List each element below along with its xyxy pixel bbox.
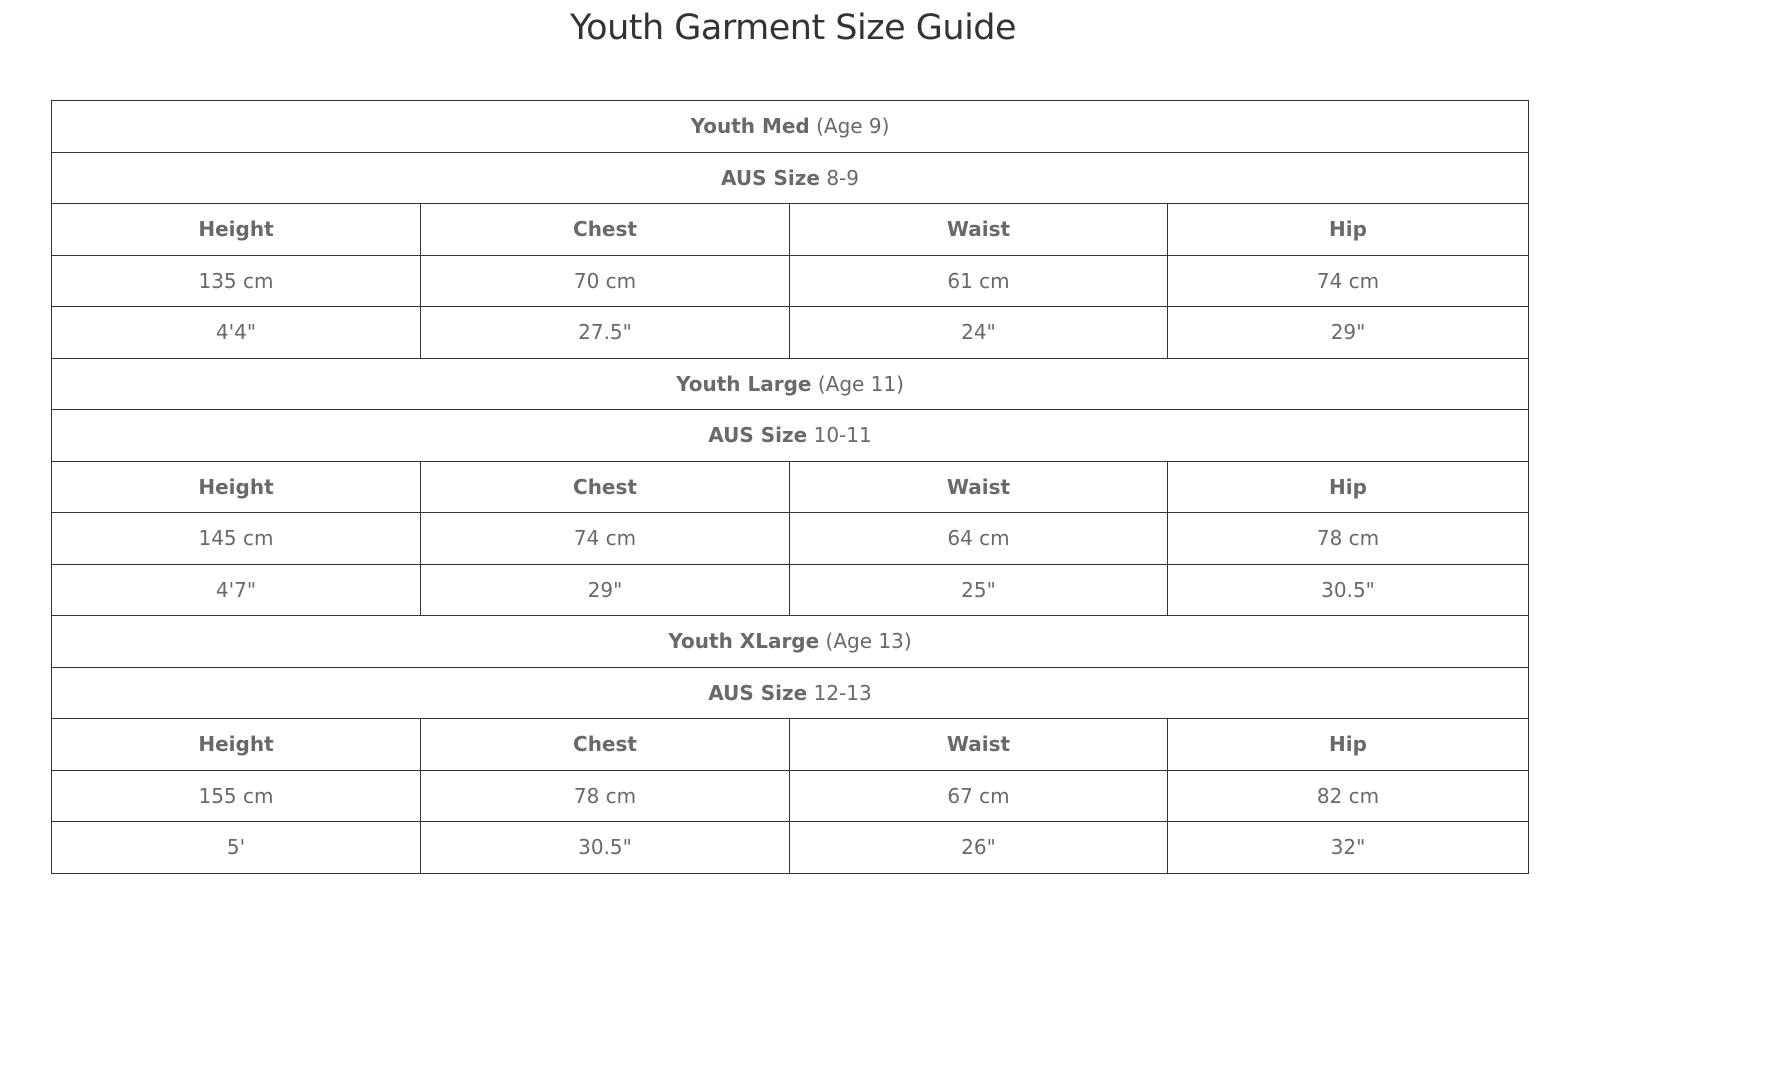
metric-cell: 155 cm bbox=[51, 769, 421, 822]
column-header: Height bbox=[51, 460, 421, 513]
metric-cell: 78 cm bbox=[1166, 512, 1530, 565]
column-header: Hip bbox=[1166, 460, 1530, 513]
metric-row: 145 cm 74 cm 64 cm 78 cm bbox=[51, 512, 1530, 565]
metric-cell: 67 cm bbox=[789, 769, 1168, 822]
imperial-cell: 4'4" bbox=[51, 306, 421, 359]
metric-cell: 64 cm bbox=[789, 512, 1168, 565]
aus-size-value: 10-11 bbox=[813, 423, 872, 448]
aus-size-row: AUS Size 10-11 bbox=[50, 409, 1530, 462]
imperial-cell: 27.5" bbox=[420, 306, 790, 359]
aus-size-label: AUS Size bbox=[721, 165, 820, 190]
imperial-cell: 24" bbox=[789, 306, 1168, 359]
column-header: Waist bbox=[789, 460, 1168, 513]
header-row: Height Chest Waist Hip bbox=[51, 460, 1530, 513]
imperial-cell: 29" bbox=[420, 563, 790, 616]
size-name-cell: Youth Med (Age 9) bbox=[50, 100, 1530, 153]
size-guide-table: Youth Med (Age 9) AUS Size 8-9 Height Che… bbox=[50, 100, 1530, 874]
page-title: Youth Garment Size Guide bbox=[569, 8, 1017, 48]
column-header: Hip bbox=[1166, 718, 1530, 771]
aus-size-label: AUS Size bbox=[708, 680, 808, 705]
aus-size-value: 12-13 bbox=[813, 680, 872, 705]
metric-cell: 74 cm bbox=[420, 512, 790, 565]
size-name: Youth Med bbox=[690, 114, 810, 139]
aus-size-cell: AUS Size 12-13 bbox=[50, 666, 1530, 719]
aus-size-row: AUS Size 12-13 bbox=[50, 666, 1530, 719]
column-header: Height bbox=[51, 718, 421, 771]
imperial-cell: 5' bbox=[51, 821, 421, 874]
column-header: Waist bbox=[789, 203, 1168, 256]
imperial-row: 5' 30.5" 26" 32" bbox=[51, 821, 1530, 874]
imperial-row: 4'4" 27.5" 24" 29" bbox=[51, 306, 1530, 359]
size-age: (Age 13) bbox=[825, 629, 912, 654]
metric-row: 135 cm 70 cm 61 cm 74 cm bbox=[51, 254, 1530, 307]
aus-size-label: AUS Size bbox=[708, 423, 808, 448]
metric-cell: 82 cm bbox=[1166, 769, 1530, 822]
column-header: Chest bbox=[420, 203, 790, 256]
size-name: Youth Large bbox=[676, 371, 812, 396]
metric-cell: 61 cm bbox=[789, 254, 1168, 307]
metric-cell: 135 cm bbox=[51, 254, 421, 307]
aus-size-value: 8-9 bbox=[826, 165, 859, 190]
column-header: Hip bbox=[1166, 203, 1530, 256]
imperial-cell: 32" bbox=[1166, 821, 1530, 874]
column-header: Height bbox=[51, 203, 421, 256]
metric-cell: 70 cm bbox=[420, 254, 790, 307]
size-age: (Age 9) bbox=[816, 114, 890, 139]
imperial-cell: 30.5" bbox=[1166, 563, 1530, 616]
metric-row: 155 cm 78 cm 67 cm 82 cm bbox=[51, 769, 1530, 822]
aus-size-cell: AUS Size 10-11 bbox=[50, 409, 1530, 462]
size-name: Youth XLarge bbox=[668, 629, 820, 654]
imperial-cell: 30.5" bbox=[420, 821, 790, 874]
column-header: Chest bbox=[420, 460, 790, 513]
size-age: (Age 11) bbox=[817, 371, 904, 396]
aus-size-row: AUS Size 8-9 bbox=[50, 151, 1530, 204]
size-name-row: Youth Med (Age 9) bbox=[50, 100, 1530, 153]
metric-cell: 145 cm bbox=[51, 512, 421, 565]
size-name-cell: Youth XLarge (Age 13) bbox=[50, 615, 1530, 668]
header-row: Height Chest Waist Hip bbox=[51, 203, 1530, 256]
metric-cell: 78 cm bbox=[420, 769, 790, 822]
size-name-cell: Youth Large (Age 11) bbox=[50, 357, 1530, 410]
size-name-row: Youth Large (Age 11) bbox=[50, 357, 1530, 410]
imperial-row: 4'7" 29" 25" 30.5" bbox=[51, 563, 1530, 616]
metric-cell: 74 cm bbox=[1166, 254, 1530, 307]
header-row: Height Chest Waist Hip bbox=[51, 718, 1530, 771]
imperial-cell: 29" bbox=[1166, 306, 1530, 359]
column-header: Chest bbox=[420, 718, 790, 771]
imperial-cell: 25" bbox=[789, 563, 1168, 616]
size-name-row: Youth XLarge (Age 13) bbox=[50, 615, 1530, 668]
imperial-cell: 4'7" bbox=[51, 563, 421, 616]
aus-size-cell: AUS Size 8-9 bbox=[50, 151, 1530, 204]
column-header: Waist bbox=[789, 718, 1168, 771]
imperial-cell: 26" bbox=[789, 821, 1168, 874]
